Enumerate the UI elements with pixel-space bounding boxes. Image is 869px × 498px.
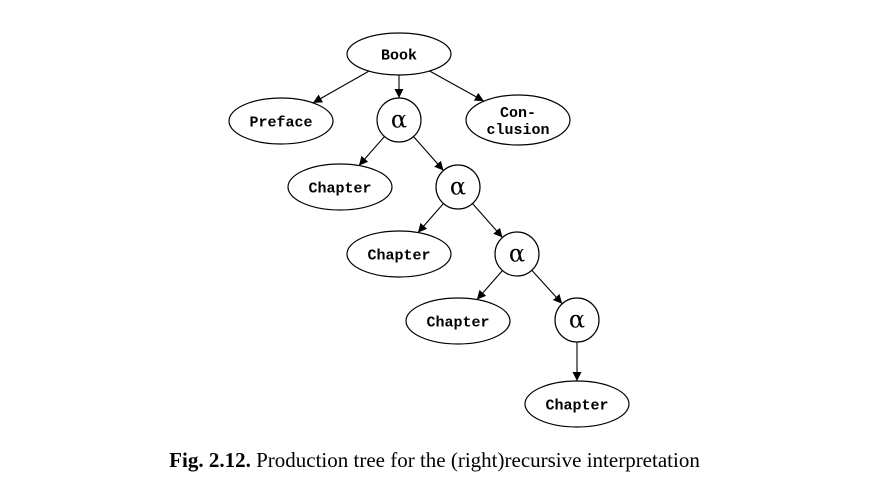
edge-alpha1-to-alpha2: [413, 136, 444, 171]
node-chapter3: Chapter: [405, 297, 511, 345]
chapter1-label: Chapter: [308, 180, 371, 197]
chapter3-label: Chapter: [426, 314, 489, 331]
edge-book-to-conclusion: [429, 70, 485, 102]
book-label: Book: [381, 47, 417, 64]
book-label-line: Book: [381, 47, 417, 64]
alpha2-label: α: [450, 173, 466, 201]
node-conclusion: Con-clusion: [465, 94, 571, 146]
node-preface: Preface: [228, 97, 334, 145]
alpha1-label: α: [391, 106, 407, 134]
alpha1-circle: [376, 97, 422, 143]
node-alpha3: α: [494, 231, 540, 277]
chapter4-ellipse: [524, 380, 630, 428]
node-alpha4: α: [554, 297, 600, 343]
nodes-layer: Book Preface α Con-clusion Chapter α Chapter α C…: [228, 32, 630, 428]
chapter4-label: Chapter: [545, 397, 608, 414]
chapter4-label-line: Chapter: [545, 397, 608, 414]
caption-text: Production tree for the (right)recursive…: [256, 448, 700, 472]
preface-label-line: Preface: [249, 114, 312, 131]
conclusion-ellipse: [465, 94, 571, 146]
conclusion-label-line: Con-: [500, 105, 536, 122]
alpha3-label: α: [509, 240, 525, 268]
preface-label: Preface: [249, 114, 312, 131]
chapter2-label-line: Chapter: [367, 247, 430, 264]
chapter3-ellipse: [405, 297, 511, 345]
chapter3-label-line: Chapter: [426, 314, 489, 331]
chapter1-ellipse: [287, 163, 393, 211]
node-chapter2: Chapter: [346, 230, 452, 278]
chapter1-label-line: Chapter: [308, 180, 371, 197]
alpha3-circle: [494, 231, 540, 277]
alpha2-circle: [435, 164, 481, 210]
chapter2-ellipse: [346, 230, 452, 278]
conclusion-label: Con-clusion: [486, 105, 549, 139]
edge-alpha3-to-chapter3: [476, 270, 503, 300]
edge-alpha2-to-alpha3: [472, 203, 503, 238]
chapter2-label: Chapter: [367, 247, 430, 264]
alpha4-label: α: [569, 306, 585, 334]
node-chapter4: Chapter: [524, 380, 630, 428]
book-ellipse: [346, 32, 452, 76]
alpha2-label-line: α: [450, 173, 466, 201]
alpha1-label-line: α: [391, 106, 407, 134]
alpha3-label-line: α: [509, 240, 525, 268]
node-alpha2: α: [435, 164, 481, 210]
edge-alpha3-to-alpha4: [531, 269, 563, 305]
preface-ellipse: [228, 97, 334, 145]
edges-layer: [312, 70, 582, 381]
edge-alpha1-to-chapter1: [358, 136, 385, 166]
edge-alpha2-to-chapter2: [417, 203, 444, 233]
node-chapter1: Chapter: [287, 163, 393, 211]
production-tree-diagram: Book Preface α Con-clusion Chapter α Chapter α C…: [228, 32, 630, 428]
edge-book-to-preface: [312, 70, 370, 104]
alpha4-circle: [554, 297, 600, 343]
figure-caption: Fig. 2.12. Production tree for the (righ…: [0, 448, 869, 473]
conclusion-label-line: clusion: [486, 122, 549, 139]
node-book: Book: [346, 32, 452, 76]
node-alpha1: α: [376, 97, 422, 143]
alpha4-label-line: α: [569, 306, 585, 334]
figure-number: Fig. 2.12.: [169, 448, 251, 472]
